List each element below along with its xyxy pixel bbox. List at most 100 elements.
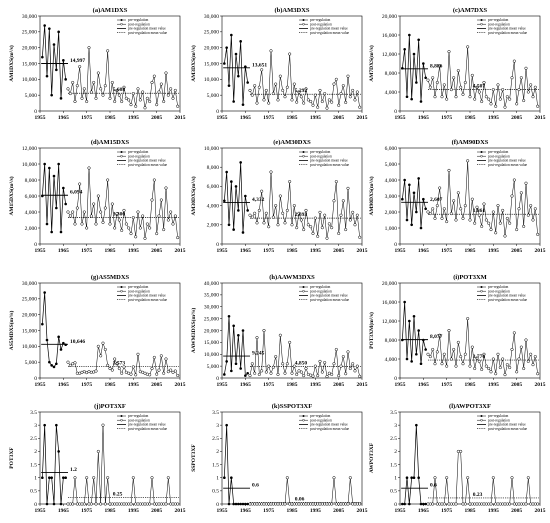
- post-regulation-point: [71, 210, 75, 214]
- legend-marker-pre: [302, 286, 305, 288]
- post-mean-annotation: 1,861: [473, 208, 486, 214]
- post-regulation-point: [508, 502, 512, 506]
- post-regulation-point: [489, 228, 493, 232]
- post-regulation-point: [519, 76, 523, 80]
- post-regulation-point: [255, 101, 259, 105]
- post-regulation-point: [487, 97, 491, 101]
- y-tick-label: 12,000: [382, 319, 397, 325]
- post-regulation-point: [484, 218, 488, 222]
- post-regulation-point: [311, 231, 315, 235]
- x-tick-label: 1975: [263, 382, 274, 388]
- post-regulation-point: [445, 97, 449, 101]
- post-regulation-point: [358, 502, 362, 506]
- post-regulation-point: [166, 93, 170, 97]
- legend-marker-pre: [120, 415, 123, 417]
- post-regulation-point: [173, 214, 177, 218]
- x-tick-label: 1995: [310, 508, 321, 514]
- post-regulation-point: [285, 85, 289, 89]
- pre-regulation-point: [239, 502, 242, 506]
- pre-regulation-point: [48, 27, 51, 30]
- post-regulation-point: [344, 100, 348, 104]
- y-tick-label: 20,000: [22, 312, 37, 318]
- x-tick-label: 1955: [217, 248, 228, 254]
- x-tick-label: 1955: [217, 115, 228, 121]
- post-regulation-point: [456, 191, 460, 195]
- post-regulation-point: [489, 102, 493, 106]
- post-regulation-point: [503, 105, 507, 109]
- post-regulation-point: [136, 87, 140, 91]
- legend-marker-post: [480, 23, 483, 26]
- post-regulation-point: [477, 90, 481, 94]
- post-regulation-point: [302, 228, 306, 232]
- pre-regulation-point: [410, 360, 413, 363]
- y-tick-label: 25,000: [22, 30, 37, 36]
- post-regulation-point: [498, 97, 502, 101]
- y-tick-label: 1: [34, 476, 37, 482]
- post-regulation-point: [318, 210, 322, 214]
- post-regulation-point: [169, 210, 173, 214]
- y-tick-label: 20,000: [382, 281, 397, 287]
- pre-regulation-point: [422, 338, 425, 342]
- panel-dam15dxs: (d)AM15DXS 0 2,000 4,000 6,000 8,000 10,000 12,…: [8, 139, 186, 254]
- post-regulation-point: [68, 363, 72, 367]
- y-tick-label: 10,000: [22, 162, 37, 168]
- post-regulation-point: [288, 340, 292, 344]
- post-regulation-point: [330, 100, 334, 104]
- post-regulation-point: [283, 502, 287, 506]
- post-regulation-point: [85, 476, 89, 480]
- post-regulation-point: [176, 502, 180, 506]
- y-tick-label: 0: [394, 502, 397, 508]
- post-regulation-point: [117, 218, 121, 222]
- post-regulation-point: [176, 236, 180, 240]
- post-regulation-point: [325, 106, 329, 110]
- post-regulation-point: [106, 363, 110, 367]
- x-tick-label: 1965: [418, 248, 429, 254]
- post-regulation-point: [283, 95, 287, 99]
- post-regulation-point: [332, 199, 336, 203]
- post-regulation-point: [155, 372, 159, 376]
- post-regulation-point: [463, 502, 467, 506]
- y-tick-label: 5,000: [25, 93, 38, 99]
- post-regulation-point: [173, 369, 177, 373]
- post-regulation-point: [435, 350, 439, 354]
- y-tick-label: 2.5: [30, 436, 37, 442]
- post-regulation-point: [459, 355, 463, 359]
- legend-marker-post: [480, 290, 483, 293]
- post-regulation-point: [463, 80, 467, 85]
- post-regulation-point: [267, 101, 271, 105]
- post-regulation-point: [176, 373, 180, 378]
- pre-regulation-line: [223, 34, 249, 105]
- y-tick-label: 3.5: [30, 410, 37, 416]
- pre-regulation-point: [227, 314, 231, 318]
- x-tick-label: 1995: [488, 508, 499, 514]
- panel-gas5mdxs: (g)AS5MDXS 0 5,000 10,000 15,000 20,000 25,000…: [8, 274, 186, 388]
- y-tick-label: 1: [394, 476, 397, 482]
- legend-label: post-regulation: [310, 22, 332, 26]
- post-regulation-point: [515, 228, 519, 232]
- post-regulation-point: [351, 210, 355, 214]
- post-regulation-point: [353, 223, 357, 227]
- legend-marker-post: [120, 290, 123, 293]
- x-tick-label: 1985: [465, 382, 476, 388]
- post-regulation-point: [92, 476, 96, 480]
- post-regulation-point: [503, 234, 507, 238]
- post-regulation-point: [85, 99, 89, 104]
- post-regulation-point: [302, 101, 306, 105]
- post-regulation-point: [108, 222, 112, 226]
- post-regulation-point: [309, 99, 313, 104]
- post-regulation-point: [155, 232, 159, 236]
- legend-label: post-regulation: [488, 154, 510, 158]
- post-regulation-point: [454, 95, 458, 99]
- post-regulation-point: [355, 90, 359, 94]
- post-regulation-point: [129, 372, 133, 376]
- post-regulation-point: [248, 88, 252, 92]
- y-tick-label: 15,000: [22, 61, 37, 67]
- pre-regulation-point: [417, 177, 420, 180]
- post-regulation-point: [110, 80, 114, 85]
- post-regulation-point: [120, 99, 124, 104]
- post-regulation-line: [249, 50, 360, 109]
- post-regulation-point: [96, 71, 100, 75]
- x-tick-label: 1955: [217, 382, 228, 388]
- post-regulation-point: [108, 96, 112, 100]
- post-regulation-point: [122, 85, 126, 89]
